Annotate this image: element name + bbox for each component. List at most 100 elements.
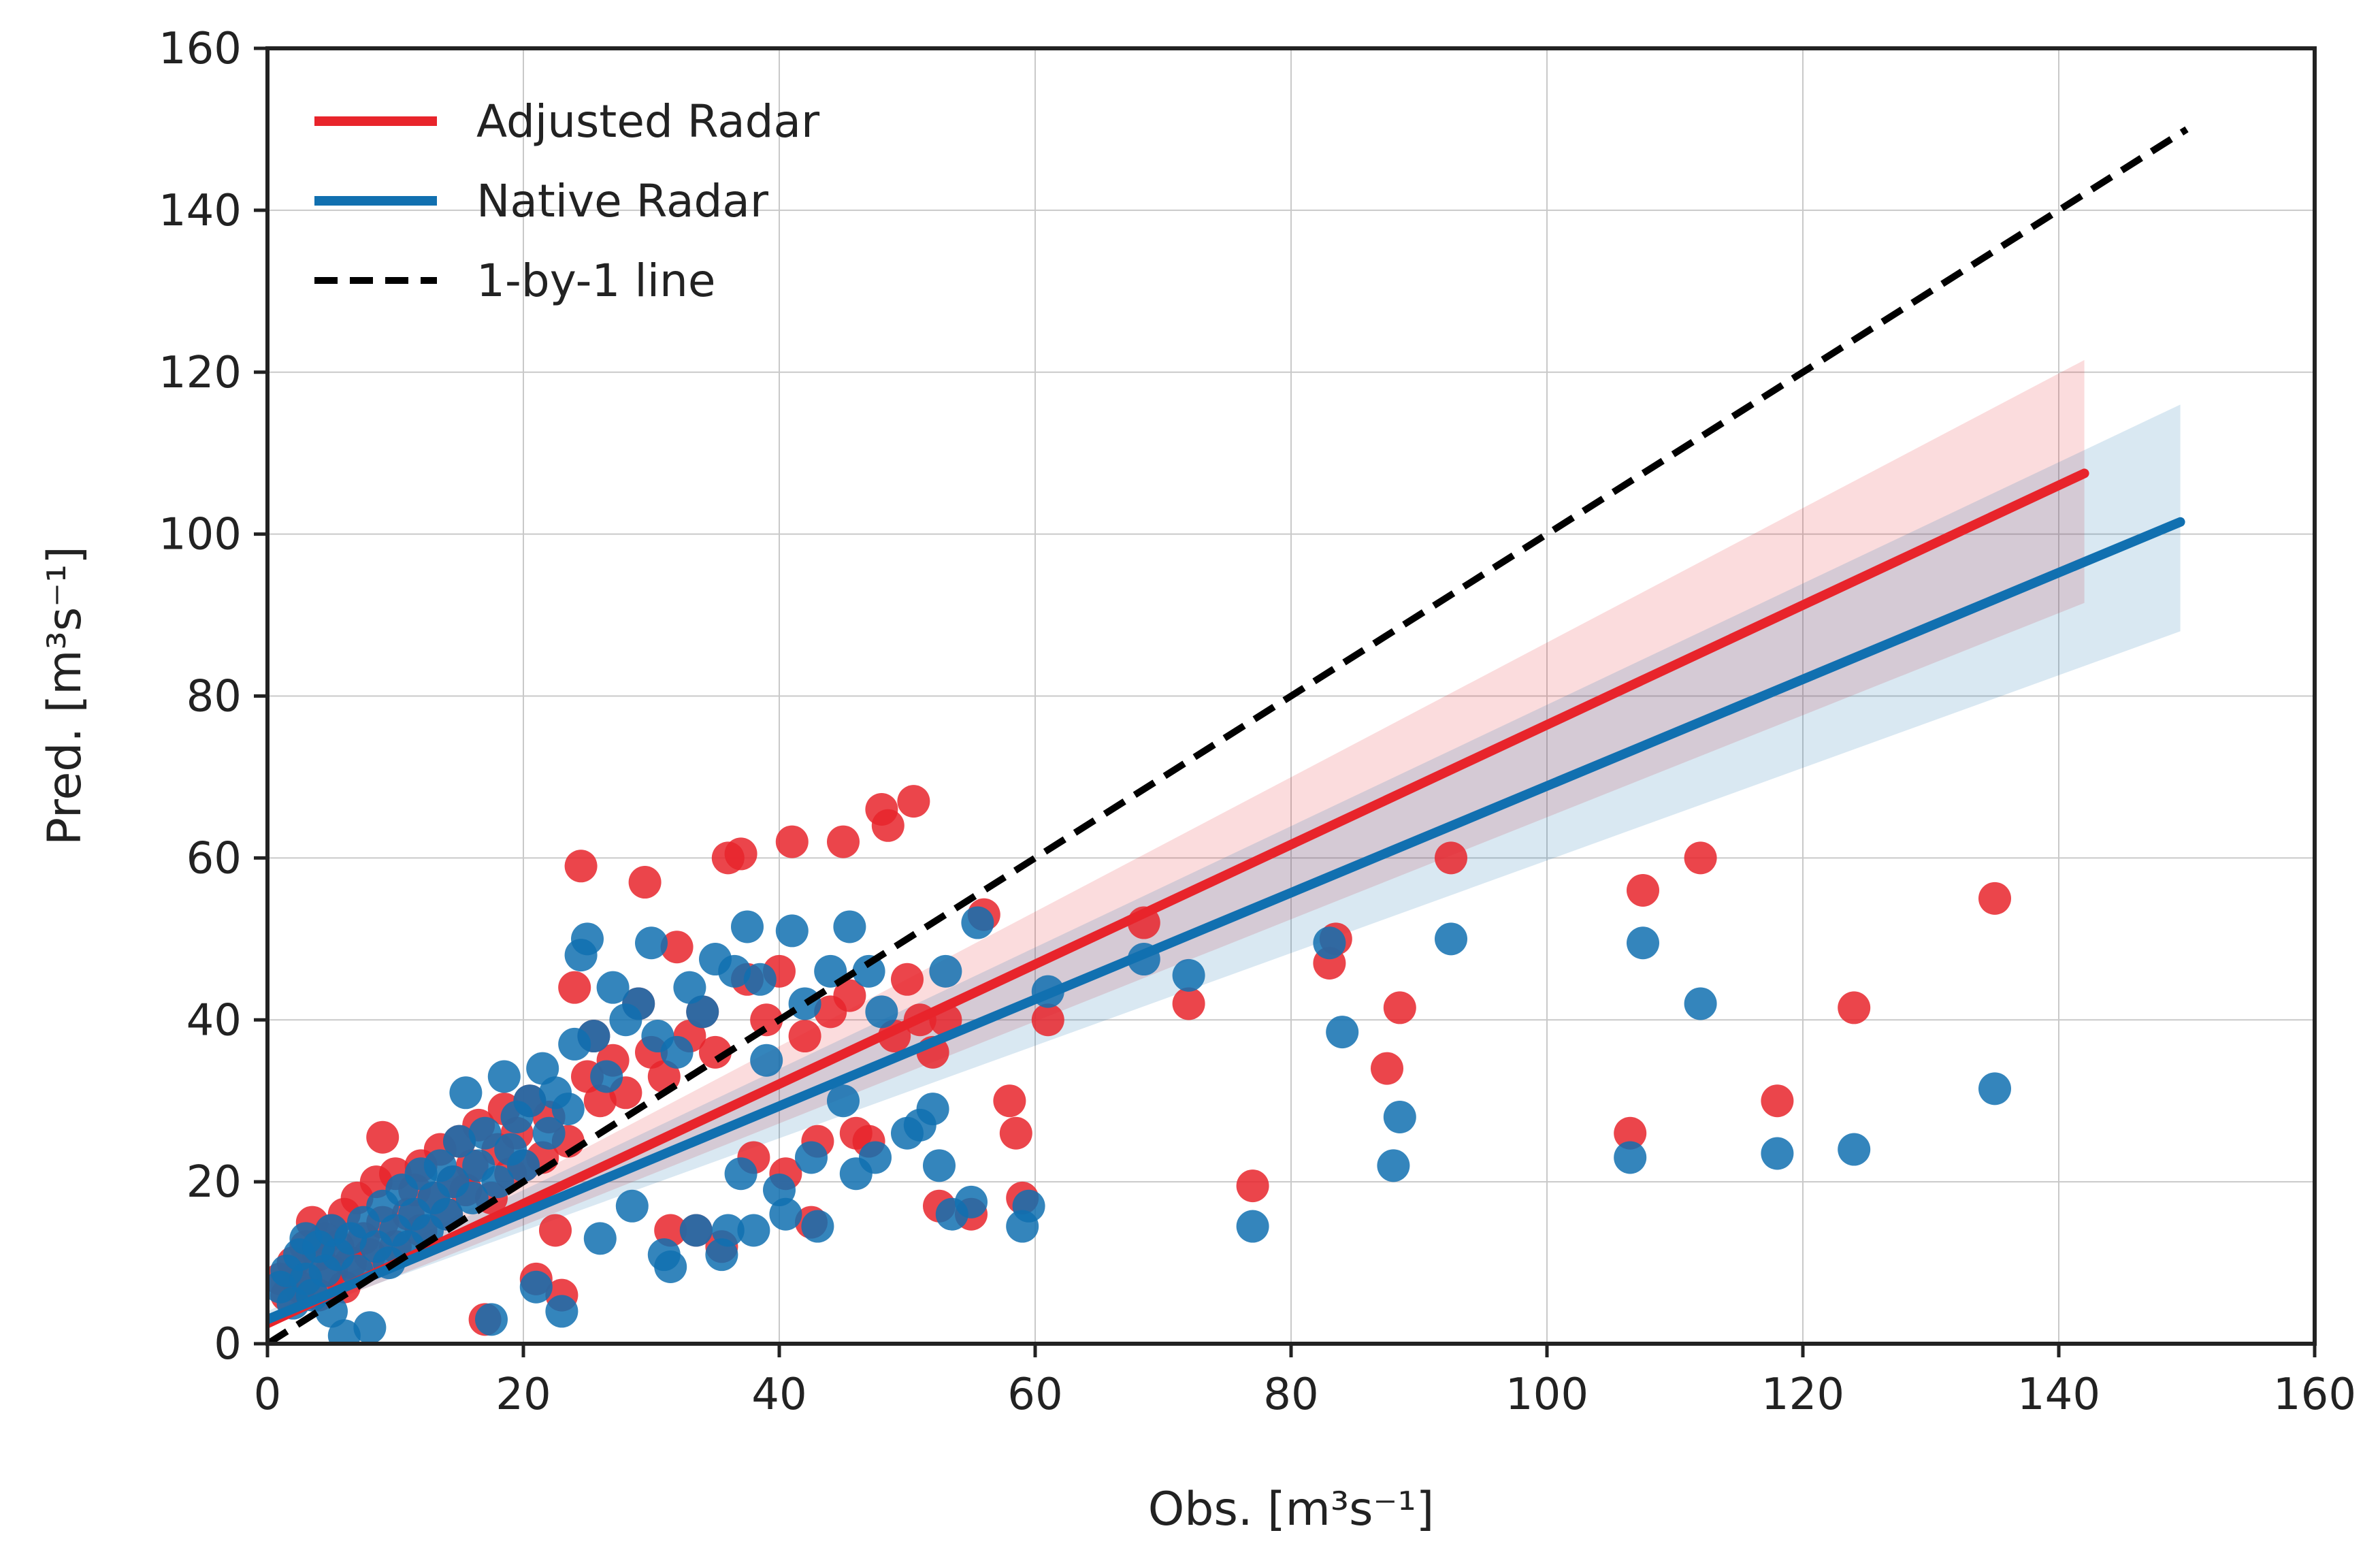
data-point-native-radar: [1627, 926, 1659, 960]
data-point-adjusted-radar: [833, 979, 866, 1012]
data-point-native-radar: [1377, 1149, 1410, 1182]
data-point-native-radar: [731, 910, 764, 943]
data-point-adjusted-radar: [660, 931, 694, 964]
legend-label-adjusted-radar: Adjusted Radar: [476, 95, 820, 148]
data-point-native-radar: [711, 1214, 745, 1247]
data-point-native-radar: [769, 1197, 802, 1231]
data-point-native-radar: [507, 1149, 540, 1182]
y-tick-label: 160: [159, 24, 242, 74]
data-point-native-radar: [923, 1149, 956, 1182]
data-point-native-radar: [353, 1311, 387, 1344]
data-point-adjusted-radar: [871, 809, 904, 842]
data-point-adjusted-radar: [827, 825, 860, 858]
data-point-adjusted-radar: [775, 825, 809, 858]
data-point-native-radar: [859, 1141, 892, 1174]
data-point-native-radar: [1383, 1100, 1416, 1133]
data-point-adjusted-radar: [366, 1120, 400, 1154]
data-point-adjusted-radar: [564, 850, 598, 883]
data-point-native-radar: [635, 926, 668, 960]
one-to-one-line: [267, 126, 2189, 1344]
x-tick-label: 40: [751, 1370, 806, 1420]
data-point-native-radar: [519, 1270, 553, 1304]
data-point-adjusted-radar: [993, 1084, 1026, 1118]
data-point-native-radar: [590, 1060, 623, 1093]
y-tick-label: 60: [186, 833, 242, 884]
data-point-native-radar: [801, 1210, 834, 1243]
data-point-native-radar: [673, 971, 706, 1004]
x-tick-label: 20: [495, 1370, 551, 1420]
y-tick-label: 100: [159, 510, 242, 560]
data-point-native-radar: [526, 1052, 559, 1085]
y-tick-label: 0: [214, 1319, 242, 1370]
data-point-native-radar: [1614, 1141, 1647, 1174]
legend-label-one-to-one: 1-by-1 line: [476, 255, 716, 307]
y-tick-label: 120: [159, 348, 242, 398]
data-point-adjusted-radar: [1614, 1116, 1647, 1150]
data-point-adjusted-radar: [1236, 1169, 1269, 1203]
data-point-native-radar: [571, 922, 604, 956]
data-point-native-radar: [468, 1116, 502, 1150]
data-point-native-radar: [596, 971, 630, 1004]
legend-label-native-radar: Native Radar: [476, 175, 769, 227]
data-point-adjusted-radar: [1627, 873, 1659, 907]
data-point-native-radar: [1838, 1133, 1871, 1166]
legend: Adjusted Radar Native Radar 1-by-1 line: [314, 95, 820, 307]
data-point-adjusted-radar: [999, 1116, 1032, 1150]
data-point-adjusted-radar: [1383, 991, 1416, 1024]
data-point-adjusted-radar: [897, 785, 930, 818]
y-axis-label: Pred. [m³s⁻¹]: [38, 546, 92, 845]
confidence-bands: [267, 359, 2181, 1328]
x-tick-label: 60: [1007, 1370, 1062, 1420]
x-tick-label: 160: [2273, 1370, 2356, 1420]
data-point-native-radar: [1313, 926, 1346, 960]
y-tick-label: 40: [186, 995, 242, 1046]
data-point-native-radar: [679, 1214, 713, 1247]
x-tick-label: 100: [1505, 1370, 1588, 1420]
data-point-adjusted-radar: [539, 1214, 572, 1247]
data-point-native-radar: [1236, 1210, 1269, 1243]
data-point-native-radar: [654, 1250, 687, 1284]
data-point-native-radar: [743, 963, 777, 996]
data-point-native-radar: [1172, 958, 1205, 992]
data-point-native-radar: [487, 1060, 521, 1093]
data-point-native-radar: [551, 1093, 585, 1126]
data-point-adjusted-radar: [1031, 1003, 1064, 1037]
data-point-native-radar: [865, 995, 898, 1029]
data-point-native-radar: [961, 906, 994, 939]
data-point-adjusted-radar: [628, 866, 662, 899]
data-point-native-radar: [737, 1214, 770, 1247]
data-point-adjusted-radar: [1172, 987, 1205, 1020]
x-tick-label: 120: [1761, 1370, 1844, 1420]
data-point-adjusted-radar: [699, 1035, 732, 1069]
data-point-native-radar: [1978, 1072, 2011, 1105]
x-tick-label: 140: [2017, 1370, 2100, 1420]
data-point-native-radar: [622, 987, 655, 1020]
y-tick-label: 80: [186, 672, 242, 722]
data-point-adjusted-radar: [1978, 882, 2011, 915]
x-tick-label: 0: [254, 1370, 282, 1420]
data-point-adjusted-radar: [1435, 841, 1467, 875]
data-point-native-radar: [955, 1185, 988, 1218]
data-point-native-radar: [1326, 1016, 1359, 1049]
data-point-native-radar: [833, 910, 866, 943]
x-tick-label: 80: [1263, 1370, 1318, 1420]
regression-line-adjusted-radar: [267, 468, 2089, 1329]
data-point-native-radar: [615, 1189, 649, 1223]
data-point-native-radar: [577, 1020, 610, 1053]
data-point-native-radar: [795, 1141, 828, 1174]
data-point-native-radar: [545, 1295, 578, 1328]
data-point-native-radar: [1761, 1137, 1794, 1170]
data-point-native-radar: [686, 995, 719, 1029]
regression-line-native-radar: [267, 517, 2185, 1325]
data-point-native-radar: [660, 1035, 694, 1069]
data-point-adjusted-radar: [724, 837, 757, 871]
data-point-adjusted-radar: [1761, 1084, 1794, 1118]
data-point-adjusted-radar: [891, 963, 924, 996]
data-point-native-radar: [532, 1116, 566, 1150]
data-point-native-radar: [775, 914, 809, 948]
data-point-native-radar: [718, 954, 751, 988]
data-point-native-radar: [827, 1084, 860, 1118]
data-point-adjusted-radar: [1684, 841, 1717, 875]
data-point-adjusted-radar: [558, 971, 591, 1004]
data-point-adjusted-radar: [788, 1020, 821, 1053]
